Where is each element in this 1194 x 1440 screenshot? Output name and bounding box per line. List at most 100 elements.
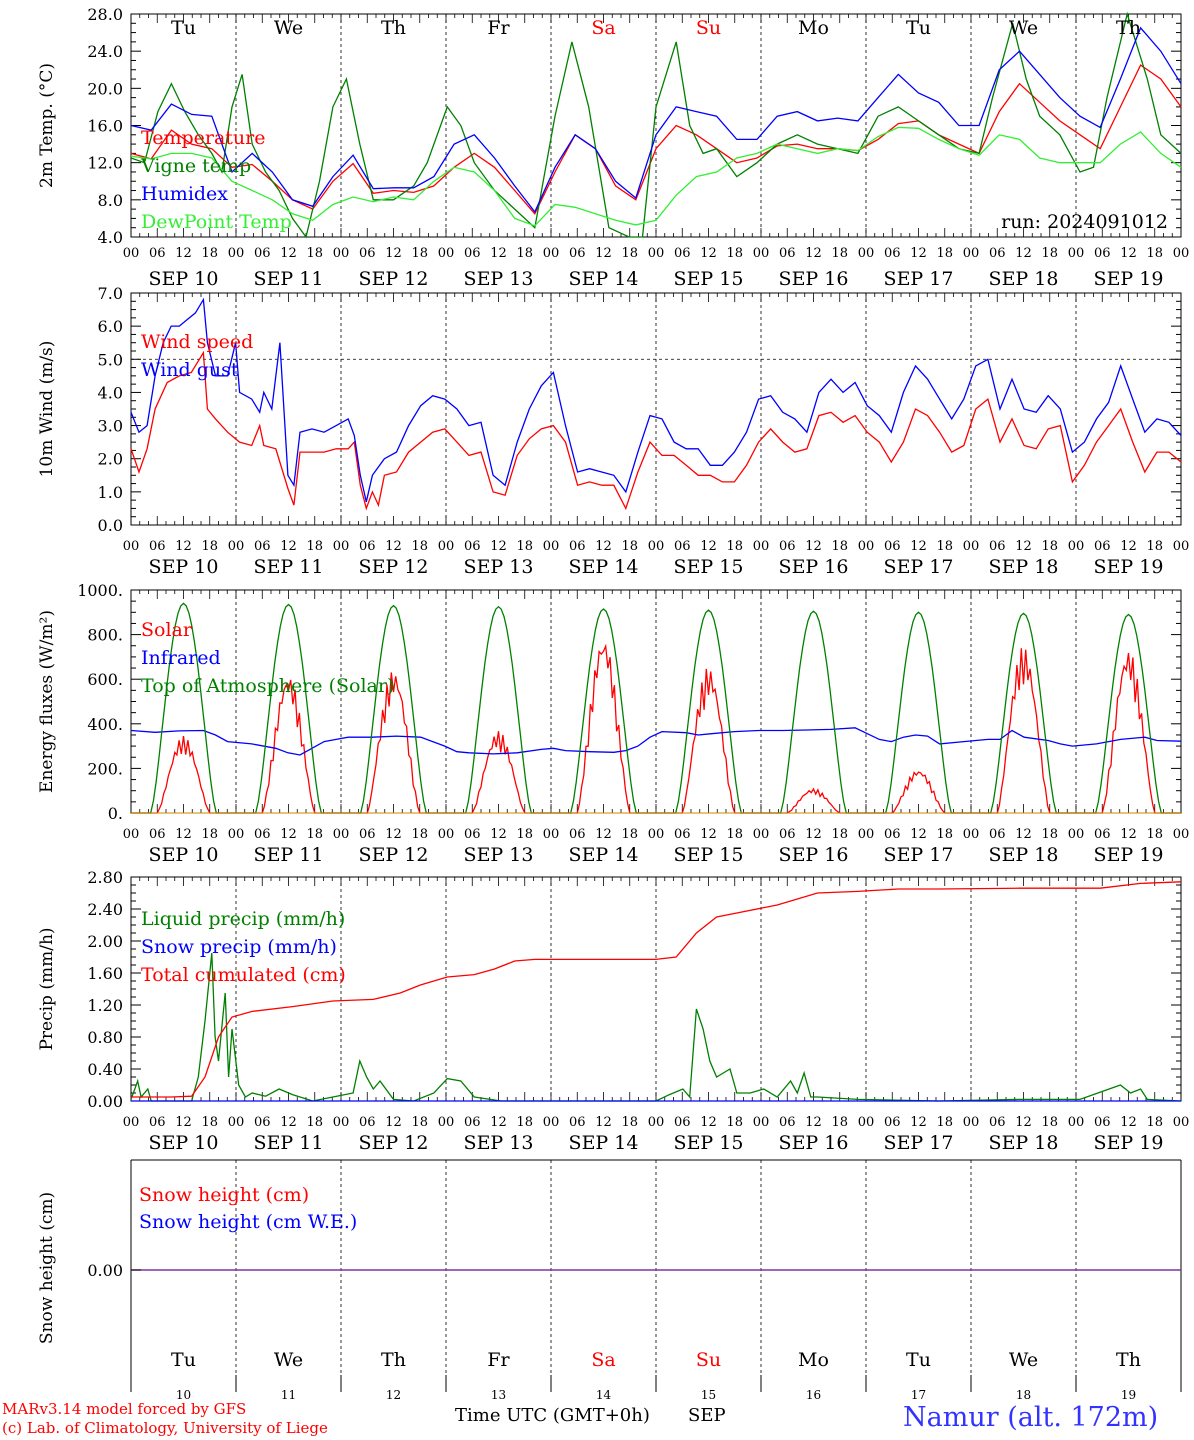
hour-tick-label: 06 <box>464 246 481 261</box>
legend-entry: DewPoint Temp <box>141 211 292 233</box>
hour-tick-label: 06 <box>149 827 166 842</box>
energy-y-label: Energy fluxes (W/m²) <box>37 610 57 793</box>
hour-tick-label: 00 <box>1068 827 1085 842</box>
bottom-date-label: 13 <box>491 1388 506 1402</box>
hour-tick-label: 00 <box>648 246 665 261</box>
day-label: Fr <box>487 1349 510 1371</box>
hour-tick-label: 00 <box>543 539 560 554</box>
hour-tick-label: 12 <box>805 1115 822 1130</box>
bottom-date-label: 19 <box>1121 1388 1136 1402</box>
hour-tick-label: 06 <box>674 827 691 842</box>
date-label: SEP 11 <box>254 268 324 290</box>
hour-tick-label: 12 <box>385 246 402 261</box>
hour-tick-label: 06 <box>884 827 901 842</box>
hour-tick-label: 18 <box>831 1115 848 1130</box>
hour-tick-label: 00 <box>753 246 770 261</box>
date-label: SEP 12 <box>359 1132 429 1154</box>
hour-tick-label: 00 <box>333 539 350 554</box>
hour-tick-label: 12 <box>280 827 297 842</box>
date-label: SEP 15 <box>674 1132 744 1154</box>
hour-tick-label: 06 <box>464 539 481 554</box>
y-tick-label: 7.0 <box>98 284 123 303</box>
y-tick-label: 24.0 <box>87 42 123 61</box>
date-label: SEP 10 <box>149 844 219 866</box>
y-tick-label: 1000. <box>77 581 123 600</box>
y-tick-label: 2.40 <box>87 900 123 919</box>
hour-tick-label: 06 <box>884 539 901 554</box>
y-tick-label: 3.0 <box>98 417 123 436</box>
hour-tick-label: 00 <box>438 539 455 554</box>
hour-tick-label: 12 <box>175 539 192 554</box>
hour-tick-label: 18 <box>1041 246 1058 261</box>
y-tick-label: 0.00 <box>87 1092 123 1111</box>
day-label: Tu <box>171 17 196 39</box>
hour-tick-label: 00 <box>1173 246 1190 261</box>
y-tick-label: 1.60 <box>87 964 123 983</box>
hour-tick-label: 00 <box>1068 1115 1085 1130</box>
y-tick-label: 28.0 <box>87 5 123 24</box>
date-label: SEP 10 <box>149 556 219 578</box>
date-label: SEP 12 <box>359 268 429 290</box>
series-vigne-temp <box>130 11 1182 239</box>
legend-entry: Temperature <box>141 127 265 149</box>
series-dewpoint-temp <box>130 126 1182 227</box>
hour-tick-label: 06 <box>989 539 1006 554</box>
hour-tick-label: 06 <box>1094 827 1111 842</box>
bottom-date-label: 11 <box>281 1388 296 1402</box>
hour-tick-label: 00 <box>1173 1115 1190 1130</box>
hour-tick-label: 18 <box>201 246 218 261</box>
hour-tick-label: 06 <box>1094 1115 1111 1130</box>
day-label: Th <box>381 1349 406 1371</box>
hour-tick-label: 00 <box>123 539 140 554</box>
hour-tick-label: 00 <box>228 1115 245 1130</box>
date-label: SEP 18 <box>989 268 1059 290</box>
hour-tick-label: 06 <box>674 246 691 261</box>
hour-tick-label: 00 <box>753 1115 770 1130</box>
y-tick-label: 0.80 <box>87 1028 123 1047</box>
day-label: Su <box>696 1349 721 1371</box>
hour-tick-label: 18 <box>201 1115 218 1130</box>
y-tick-label: 6.0 <box>98 317 123 336</box>
hour-tick-label: 12 <box>385 827 402 842</box>
bottom-date-label: 18 <box>1016 1388 1031 1402</box>
date-label: SEP 17 <box>884 1132 954 1154</box>
legend-entry: Solar <box>141 619 193 641</box>
hour-tick-label: 06 <box>569 1115 586 1130</box>
hour-tick-label: 00 <box>333 246 350 261</box>
hour-tick-label: 06 <box>779 827 796 842</box>
hour-tick-label: 18 <box>1146 246 1163 261</box>
hour-tick-label: 06 <box>989 1115 1006 1130</box>
hour-tick-label: 12 <box>1015 246 1032 261</box>
date-label: SEP 16 <box>779 1132 849 1154</box>
date-label: SEP 15 <box>674 268 744 290</box>
hour-tick-label: 12 <box>1120 827 1137 842</box>
date-label: SEP 17 <box>884 268 954 290</box>
hour-tick-label: 00 <box>963 539 980 554</box>
hour-tick-label: 18 <box>201 539 218 554</box>
hour-tick-label: 06 <box>779 246 796 261</box>
hour-tick-label: 12 <box>910 827 927 842</box>
hour-tick-label: 18 <box>831 539 848 554</box>
y-tick-label: 400. <box>87 715 123 734</box>
day-label: Th <box>1116 17 1141 39</box>
hour-tick-label: 06 <box>884 1115 901 1130</box>
hour-tick-label: 12 <box>805 539 822 554</box>
y-tick-label: 5.0 <box>98 350 123 369</box>
day-label: Tu <box>906 1349 931 1371</box>
hour-tick-label: 06 <box>359 827 376 842</box>
day-label: Tu <box>906 17 931 39</box>
date-label: SEP 14 <box>569 268 639 290</box>
day-label: Tu <box>171 1349 196 1371</box>
hour-tick-label: 00 <box>753 827 770 842</box>
legend-entry: Total cumulated (cm) <box>141 964 346 986</box>
legend-entry: Snow height (cm W.E.) <box>139 1211 357 1233</box>
hour-tick-label: 12 <box>595 1115 612 1130</box>
precip-y-label: Precip (mm/h) <box>37 927 57 1050</box>
day-label: Th <box>381 17 406 39</box>
hour-tick-label: 00 <box>858 539 875 554</box>
day-label: We <box>1009 1349 1038 1371</box>
y-tick-label: 2.00 <box>87 932 123 951</box>
date-label: SEP 10 <box>149 268 219 290</box>
hour-tick-label: 00 <box>228 246 245 261</box>
hour-tick-label: 06 <box>884 246 901 261</box>
